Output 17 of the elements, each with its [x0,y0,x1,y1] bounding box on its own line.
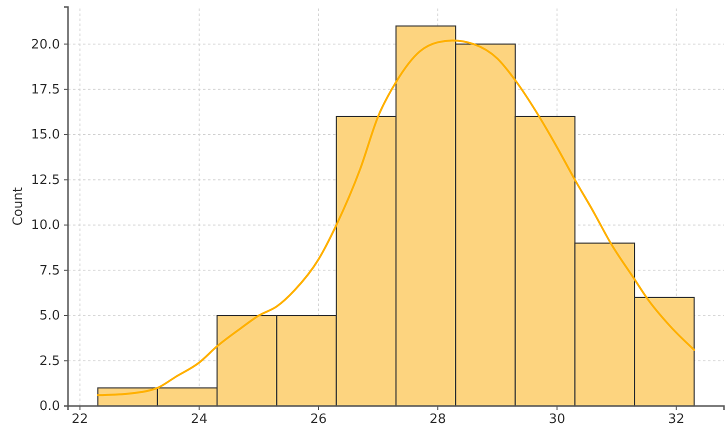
x-tick-label: 24 [190,412,208,427]
x-tick-label: 30 [548,412,566,427]
y-tick-label: 10.0 [31,218,60,234]
x-tick-label: 32 [668,412,685,427]
y-tick-label: 7.5 [39,263,60,278]
y-tick-label: 0.0 [39,399,60,414]
y-tick-label: 5.0 [39,308,60,324]
x-tick-label: 28 [429,412,446,427]
line-series [96,39,696,396]
x-tick-label: 26 [310,412,327,427]
y-axis-title: Count [11,187,26,226]
x-tick-label: 22 [72,412,88,427]
y-tick-label: 17.5 [31,82,60,98]
y-tick-label: 15.0 [31,128,60,143]
y-tick-label: 12.5 [31,172,60,188]
y-tick-label: 20.0 [31,37,60,52]
y-tick-label: 2.5 [39,354,60,369]
